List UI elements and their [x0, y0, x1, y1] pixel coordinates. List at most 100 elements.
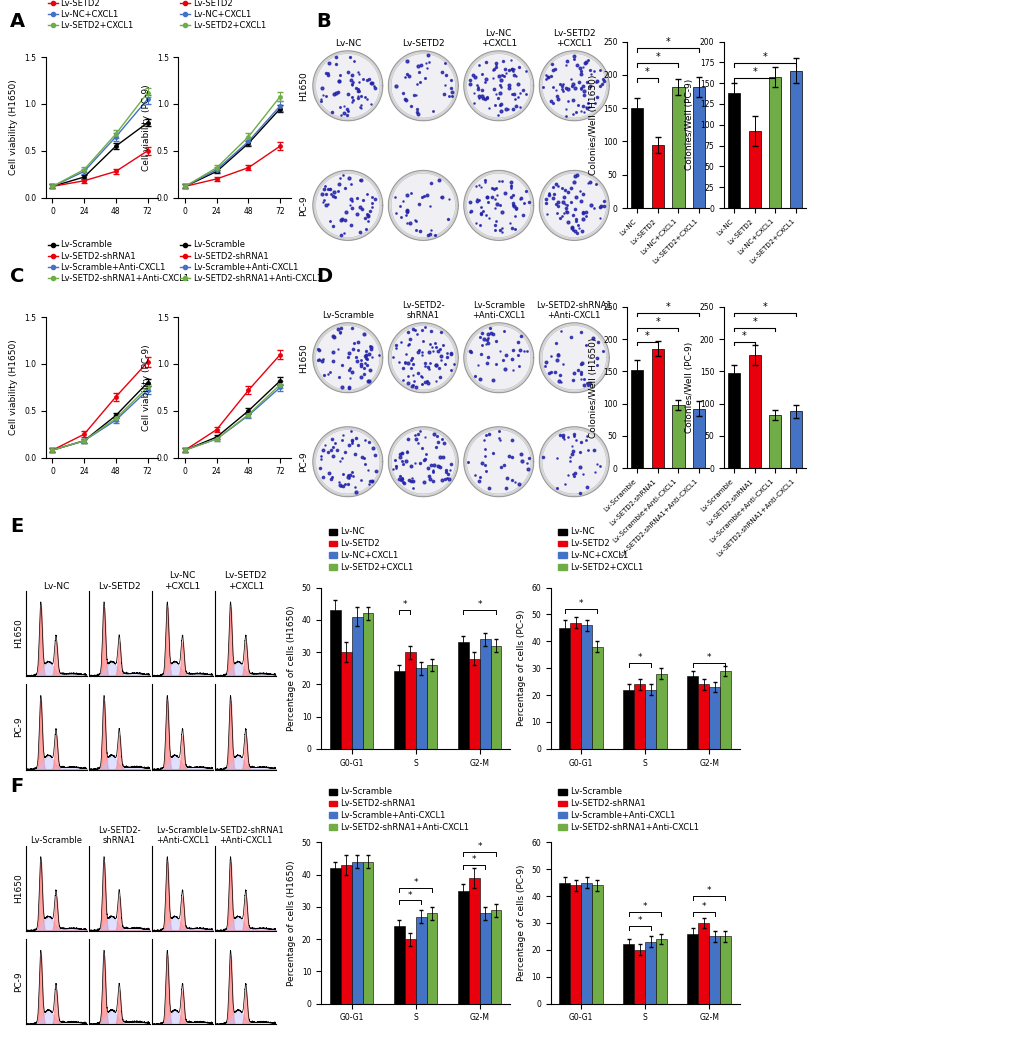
Text: *: * [655, 52, 659, 62]
Polygon shape [464, 51, 533, 121]
Bar [672, 405, 684, 468]
Bar [692, 87, 704, 208]
Polygon shape [539, 51, 608, 121]
Polygon shape [466, 54, 531, 118]
Text: *: * [403, 600, 407, 609]
Bar [352, 617, 362, 749]
Polygon shape [464, 322, 533, 393]
Text: *: * [644, 68, 649, 77]
Bar [748, 131, 760, 208]
Bar [719, 936, 731, 1004]
Polygon shape [388, 322, 458, 393]
Text: *: * [644, 332, 649, 341]
Polygon shape [466, 174, 531, 237]
Polygon shape [541, 174, 606, 237]
Polygon shape [388, 426, 458, 497]
Y-axis label: Percentage of cells (H1650): Percentage of cells (H1650) [287, 605, 296, 731]
Polygon shape [464, 171, 533, 240]
Y-axis label: PC-9: PC-9 [13, 971, 22, 992]
Polygon shape [313, 171, 382, 240]
Text: D: D [316, 267, 332, 286]
Bar [645, 690, 655, 749]
Bar [789, 71, 801, 208]
Bar [405, 939, 416, 1004]
Text: *: * [413, 878, 418, 887]
Polygon shape [388, 171, 458, 240]
Bar [416, 916, 426, 1004]
Bar [329, 868, 340, 1004]
Y-axis label: H1650: H1650 [13, 619, 22, 648]
Y-axis label: Cell viability (PC-9): Cell viability (PC-9) [142, 344, 151, 431]
Bar [362, 862, 373, 1004]
Text: *: * [408, 890, 412, 900]
Bar [631, 370, 643, 468]
Title: Lv-SETD2-shRNA1
+Anti-CXCL1: Lv-SETD2-shRNA1 +Anti-CXCL1 [536, 301, 611, 320]
Polygon shape [315, 174, 380, 237]
Bar [634, 684, 645, 749]
Bar [687, 934, 698, 1004]
Bar [698, 684, 708, 749]
Polygon shape [464, 426, 533, 497]
Bar [728, 372, 740, 468]
Y-axis label: Cell viability (H1650): Cell viability (H1650) [9, 79, 18, 176]
Legend: Lv-NC, Lv-SETD2, Lv-NC+CXCL1, Lv-SETD2+CXCL1: Lv-NC, Lv-SETD2, Lv-NC+CXCL1, Lv-SETD2+C… [45, 0, 137, 33]
Text: E: E [10, 517, 23, 536]
Polygon shape [541, 430, 606, 494]
Text: *: * [642, 903, 647, 911]
Bar [426, 913, 437, 1004]
Bar [581, 625, 591, 749]
Bar [708, 936, 719, 1004]
Y-axis label: PC-9: PC-9 [13, 717, 22, 737]
Y-axis label: H1650: H1650 [13, 874, 22, 903]
Bar [570, 623, 581, 749]
Text: *: * [477, 842, 481, 852]
Title: Lv-Scramble
+Anti-CXCL1: Lv-Scramble +Anti-CXCL1 [472, 301, 525, 320]
Text: *: * [665, 37, 669, 48]
Bar [479, 640, 490, 749]
Bar [698, 924, 708, 1004]
Bar [340, 652, 352, 749]
Text: H1650: H1650 [300, 343, 309, 372]
Polygon shape [466, 326, 531, 390]
Bar [672, 87, 684, 208]
Polygon shape [541, 54, 606, 118]
Polygon shape [390, 430, 455, 494]
Bar [651, 145, 663, 208]
Bar [591, 647, 602, 749]
Bar [789, 411, 801, 468]
Bar [591, 885, 602, 1004]
Bar [768, 77, 781, 208]
Y-axis label: Cell viability (H1650): Cell viability (H1650) [9, 339, 18, 436]
Bar [623, 690, 634, 749]
Bar [692, 409, 704, 468]
Text: *: * [752, 317, 756, 327]
Text: *: * [472, 855, 476, 864]
Text: *: * [752, 68, 756, 77]
Text: *: * [762, 303, 766, 312]
Text: *: * [637, 653, 641, 662]
Text: *: * [762, 52, 766, 62]
Text: *: * [706, 653, 710, 662]
Text: PC-9: PC-9 [300, 451, 309, 472]
Bar [490, 646, 501, 749]
Bar [416, 668, 426, 749]
Legend: Lv-Scramble, Lv-SETD2-shRNA1, Lv-Scramble+Anti-CXCL1, Lv-SETD2-shRNA1+Anti-CXCL1: Lv-Scramble, Lv-SETD2-shRNA1, Lv-Scrambl… [45, 237, 193, 286]
Polygon shape [313, 322, 382, 393]
Text: *: * [579, 599, 583, 608]
Title: Lv-SETD2-
shRNA1: Lv-SETD2- shRNA1 [401, 301, 444, 320]
Bar [558, 883, 570, 1004]
Polygon shape [539, 171, 608, 240]
Text: B: B [316, 12, 330, 31]
Bar [426, 665, 437, 749]
Title: Lv-SETD2: Lv-SETD2 [98, 581, 141, 591]
Title: Lv-Scramble
+Anti-CXCL1: Lv-Scramble +Anti-CXCL1 [156, 826, 209, 846]
Bar [490, 910, 501, 1004]
Bar [393, 672, 405, 749]
Bar [655, 939, 666, 1004]
Text: *: * [655, 317, 659, 327]
Bar [655, 674, 666, 749]
Bar [748, 355, 760, 468]
Bar [469, 658, 479, 749]
Polygon shape [541, 326, 606, 390]
Legend: Lv-Scramble, Lv-SETD2-shRNA1, Lv-Scramble+Anti-CXCL1, Lv-SETD2-shRNA1+Anti-CXCL1: Lv-Scramble, Lv-SETD2-shRNA1, Lv-Scrambl… [554, 784, 702, 835]
